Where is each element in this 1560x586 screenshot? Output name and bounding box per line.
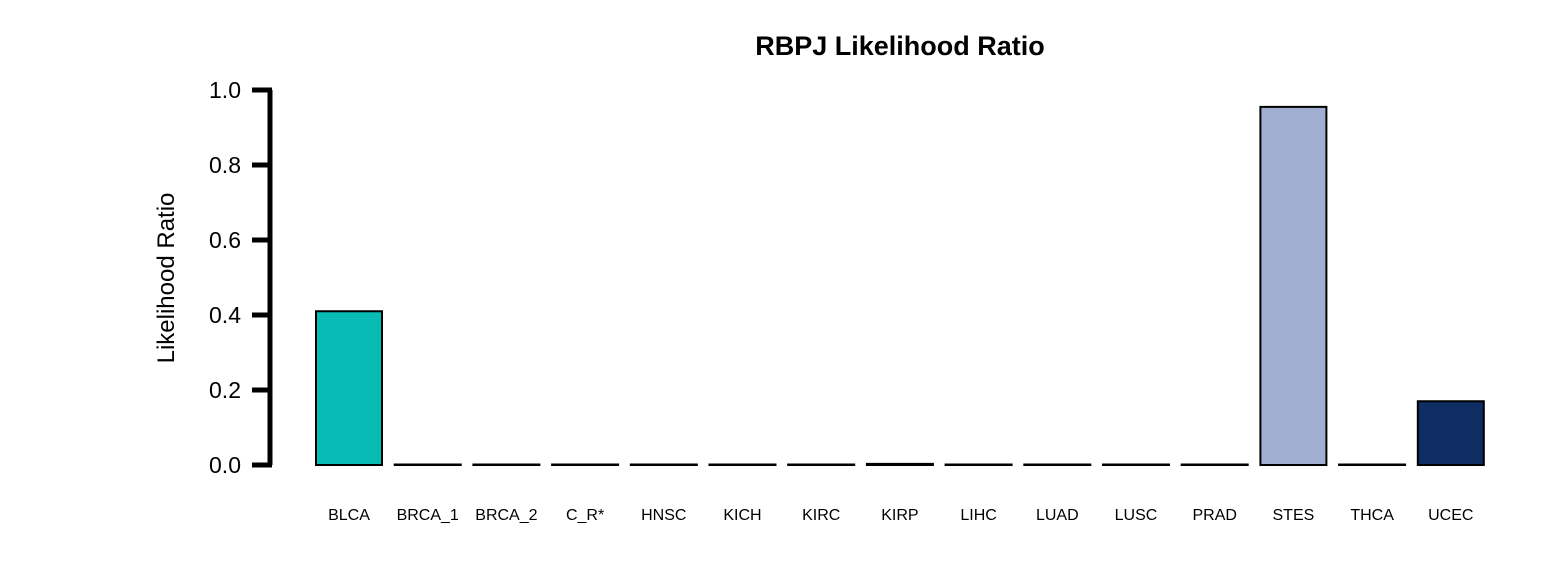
x-tick-label: KIRC [802,507,840,524]
y-tick-label: 0.8 [209,152,241,178]
x-tick-labels: BLCA BRCA_1 BRCA_2 C_R* HNSC KICH KIRC KIRP LIHC… [328,507,1473,524]
bar-kirc [787,463,856,466]
bar-lihc [944,463,1013,466]
bar-ucec [1416,400,1485,466]
bar-prad [1180,463,1249,466]
x-tick-label: BRCA_1 [397,507,459,524]
bar-kirp [865,462,934,466]
x-tick-label: BRCA_2 [475,507,537,524]
x-tick-label: UCEC [1428,507,1473,524]
x-tick-label: LIHC [960,507,996,524]
y-tick-label: 0.0 [209,452,241,478]
bar-stes [1259,105,1328,466]
chart-title: RBPJ Likelihood Ratio [755,31,1045,61]
x-tick-label: C_R* [566,507,604,524]
x-tick-label: BLCA [328,507,370,524]
x-tick-label: PRAD [1192,507,1236,524]
bar-thca [1338,463,1407,466]
y-tick-label: 1.0 [209,77,241,103]
bar-c-r [551,463,620,466]
bar-brca-2 [472,463,541,466]
bars [315,105,1485,466]
x-tick-label: KICH [723,507,761,524]
x-tick-label: LUSC [1115,507,1158,524]
bar-brca-1 [393,463,462,466]
x-tick-label: KIRP [881,507,918,524]
y-tick-label: 0.6 [209,227,241,253]
y-tick-label: 0.2 [209,377,241,403]
y-axis-label: Likelihood Ratio [153,193,180,364]
bar-kich [708,463,777,466]
bar-blca [315,310,383,466]
x-tick-label: THCA [1350,507,1394,524]
x-tick-label: LUAD [1036,507,1079,524]
y-axis: 0.0 0.2 0.4 0.6 0.8 1.0 [209,77,273,478]
bar-hnsc [629,463,698,466]
bar-luad [1023,463,1092,466]
x-tick-label: STES [1273,507,1315,524]
bar-lusc [1102,463,1170,466]
x-tick-label: HNSC [641,507,686,524]
y-tick-label: 0.4 [209,302,241,328]
